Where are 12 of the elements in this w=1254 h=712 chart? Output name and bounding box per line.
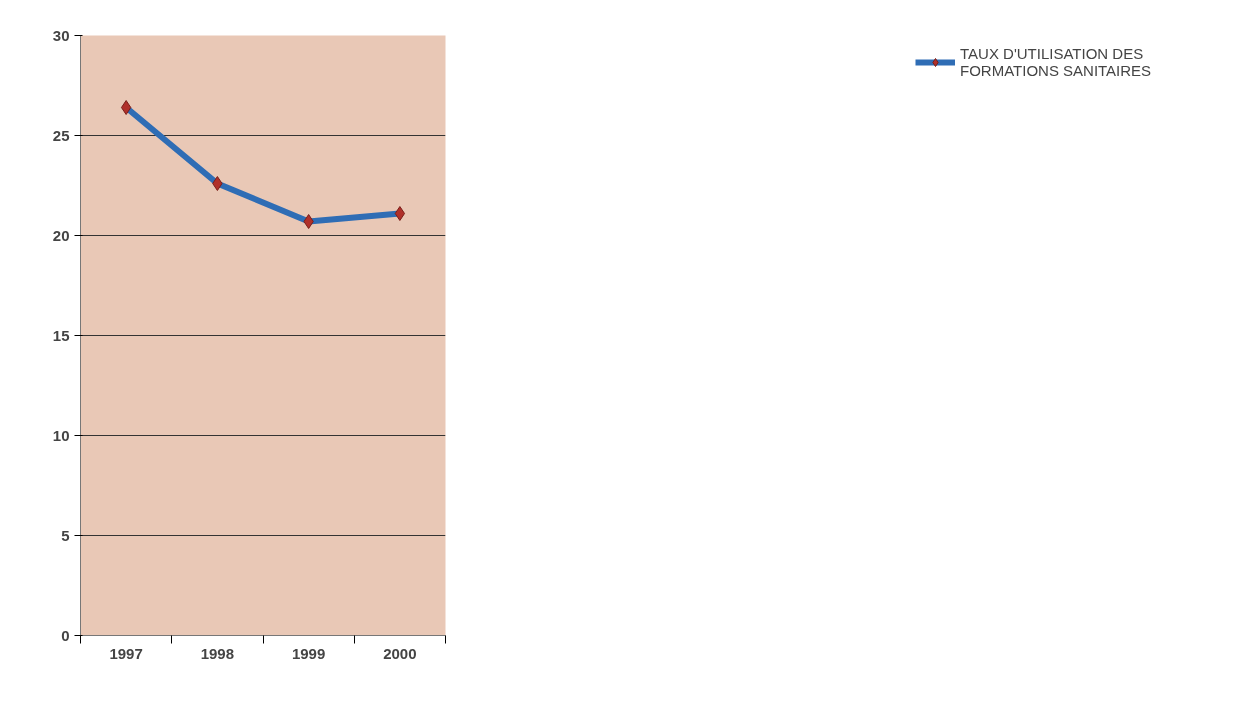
y-tick-label: 15	[52, 326, 70, 344]
y-tick-label: 20	[52, 226, 70, 244]
y-tick-label: 30	[52, 26, 70, 44]
x-tick-label: 2000	[383, 644, 417, 662]
x-tick-label: 1998	[200, 644, 235, 662]
legend-label: TAUX D'UTILISATION DES FORMATIONS SANITAIRES	[960, 45, 1153, 79]
y-tick-label: 10	[52, 426, 70, 444]
y-tick-label: 5	[61, 526, 70, 544]
x-tick-label: 1997	[109, 644, 143, 662]
y-tick-label: 25	[52, 126, 70, 144]
x-tick-label: 1999	[291, 644, 326, 662]
y-tick-label: 0	[61, 626, 70, 644]
